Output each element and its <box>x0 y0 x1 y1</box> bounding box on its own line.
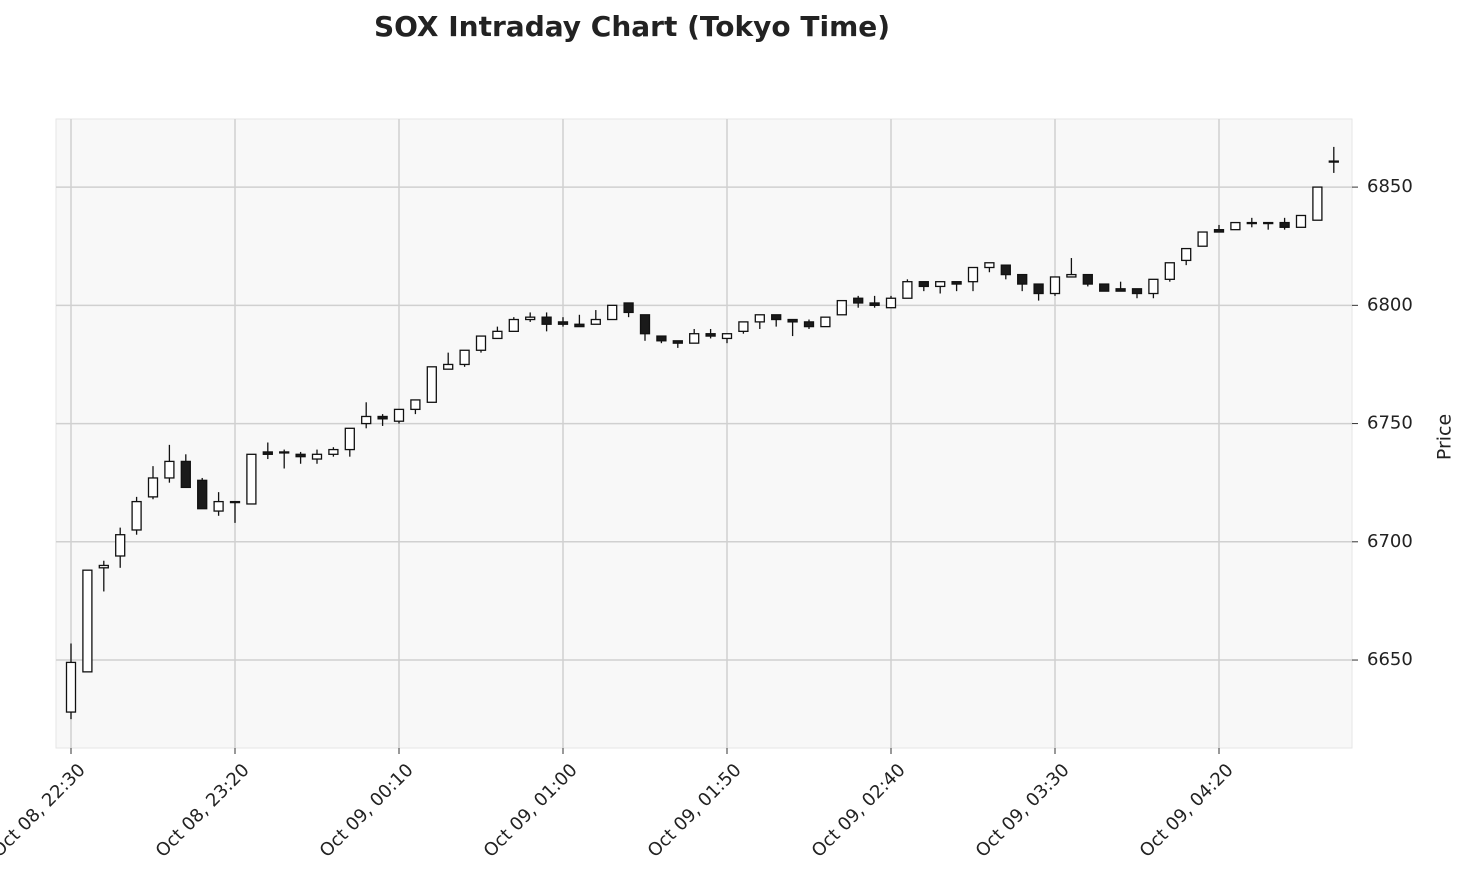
candle-body <box>1000 264 1011 276</box>
candle-body <box>1066 273 1077 278</box>
candle-body <box>1279 221 1290 228</box>
candle-body <box>918 281 929 288</box>
candle-body <box>1164 262 1175 280</box>
candle-body <box>311 453 323 460</box>
candle-body <box>147 477 159 498</box>
y-tick-label: 6850 <box>1367 176 1413 197</box>
candle-body <box>393 408 405 422</box>
candle-body <box>754 314 765 323</box>
candle-body <box>115 534 126 557</box>
candle-body <box>1230 221 1241 231</box>
candle-body <box>1049 276 1061 295</box>
x-tick-label: Oct 09, 03:30 <box>972 760 1074 862</box>
candle-body <box>853 297 864 304</box>
candle-body <box>1181 247 1192 262</box>
y-tick-label: 6650 <box>1367 649 1413 670</box>
candle-body <box>672 340 683 344</box>
candle-body <box>869 302 880 306</box>
candle-body <box>262 451 273 455</box>
candle-body <box>820 316 831 328</box>
candle-body <box>1213 229 1225 233</box>
candle-body <box>279 451 290 454</box>
candle-body <box>1328 160 1339 163</box>
x-tick-label: Oct 08, 23:20 <box>152 760 254 862</box>
candle-body <box>623 302 634 314</box>
candle-body <box>344 427 355 451</box>
candle-body <box>164 460 175 479</box>
candle-body <box>1197 231 1208 247</box>
candle-body <box>738 321 749 332</box>
candle-body <box>508 318 519 332</box>
y-tick-label: 6800 <box>1367 294 1413 315</box>
candle-body <box>803 321 815 328</box>
candle-body <box>98 564 109 569</box>
candle-body <box>590 318 601 325</box>
candle-body <box>639 314 651 335</box>
x-tick-label: Oct 09, 02:40 <box>808 760 910 862</box>
candle-body <box>82 569 93 673</box>
candle-body <box>935 281 946 288</box>
candle-body <box>902 281 913 299</box>
candle-body <box>1115 288 1126 292</box>
candle-body <box>1099 283 1110 292</box>
candle-body <box>328 448 339 455</box>
candle-body <box>787 318 798 323</box>
candle-body <box>213 500 224 512</box>
candle-body <box>246 453 257 505</box>
candle-body <box>1082 273 1093 285</box>
candle-body <box>65 661 77 713</box>
candle-body <box>951 281 962 285</box>
candle-body <box>197 479 208 510</box>
candle-body <box>721 333 733 340</box>
candle-body <box>574 323 585 328</box>
candle-body <box>1033 283 1044 295</box>
candle-body <box>475 335 487 351</box>
candle-body <box>885 297 897 309</box>
candle-body <box>557 321 569 325</box>
candle-body <box>377 415 388 420</box>
x-tick-label: Oct 09, 00:10 <box>316 760 418 862</box>
plot-area <box>55 118 1353 749</box>
chart-title: SOX Intraday Chart (Tokyo Time) <box>374 10 890 43</box>
candle-body <box>492 330 503 340</box>
candle-body <box>180 460 191 489</box>
candle-body <box>1148 278 1159 295</box>
candle-body <box>1312 186 1323 221</box>
x-tick-label: Oct 09, 04:20 <box>1136 760 1238 862</box>
candle-body <box>443 363 454 370</box>
candle-body <box>705 333 716 337</box>
candle-body <box>295 453 306 458</box>
x-tick-label: Oct 08, 22:30 <box>0 760 90 862</box>
candle-body <box>689 333 700 344</box>
x-tick-label: Oct 09, 01:00 <box>480 760 582 862</box>
candle-body <box>131 500 142 531</box>
candle-body <box>1295 214 1307 228</box>
candle-body <box>1017 273 1028 285</box>
candle-body <box>525 316 536 321</box>
candle-body <box>426 366 437 403</box>
y-axis-label: Price <box>1434 414 1456 460</box>
candle-body <box>771 314 782 321</box>
y-tick-label: 6750 <box>1367 413 1413 434</box>
candle-body <box>541 316 552 325</box>
candle-body <box>836 299 847 316</box>
candle-body <box>410 399 421 411</box>
candle-body <box>459 349 470 366</box>
candle-body <box>656 335 667 342</box>
candle-body <box>607 304 618 321</box>
x-tick-label: Oct 09, 01:50 <box>644 760 746 862</box>
y-tick-label: 6700 <box>1367 531 1413 552</box>
candle-body <box>967 266 979 283</box>
candle-body <box>1246 221 1257 225</box>
candle-body <box>361 415 372 425</box>
candle-body <box>1263 221 1274 225</box>
candle-body <box>229 500 241 504</box>
candle-body <box>984 262 995 269</box>
candle-body <box>1131 288 1143 295</box>
